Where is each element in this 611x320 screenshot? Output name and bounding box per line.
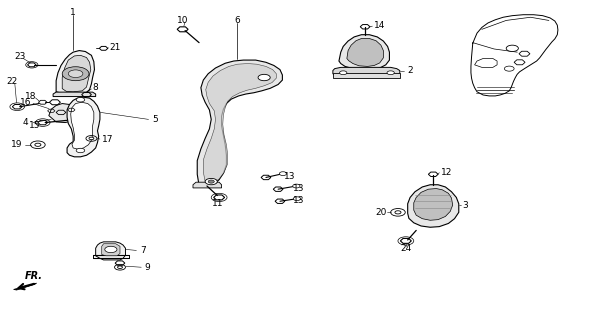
Polygon shape (49, 104, 79, 123)
Polygon shape (62, 55, 91, 92)
Polygon shape (96, 242, 125, 260)
Polygon shape (53, 92, 96, 97)
Circle shape (76, 148, 85, 153)
Text: 2: 2 (408, 66, 413, 75)
Text: 3: 3 (463, 201, 468, 210)
Text: 7: 7 (140, 246, 146, 255)
Circle shape (205, 178, 218, 185)
Circle shape (35, 143, 41, 146)
Text: 5: 5 (152, 115, 158, 124)
Text: 13: 13 (293, 184, 305, 193)
Text: 9: 9 (144, 263, 150, 272)
Circle shape (117, 266, 122, 268)
Text: 11: 11 (212, 199, 224, 208)
Polygon shape (408, 185, 459, 227)
Polygon shape (71, 102, 94, 149)
Text: 10: 10 (177, 16, 188, 25)
Text: 17: 17 (102, 135, 113, 144)
Text: 24: 24 (400, 244, 411, 253)
Text: 4: 4 (23, 118, 29, 127)
Text: FR.: FR. (25, 271, 43, 281)
Polygon shape (414, 188, 453, 220)
Text: 6: 6 (235, 16, 240, 25)
Polygon shape (347, 38, 383, 67)
Circle shape (387, 71, 394, 75)
Text: 8: 8 (93, 83, 98, 92)
Text: 18: 18 (25, 92, 36, 101)
Circle shape (505, 66, 514, 71)
Text: 15: 15 (29, 121, 40, 130)
Circle shape (395, 211, 401, 214)
Circle shape (76, 98, 85, 102)
Text: 12: 12 (441, 168, 452, 177)
Text: 13: 13 (284, 172, 296, 181)
Circle shape (279, 172, 287, 176)
Polygon shape (13, 283, 37, 290)
Circle shape (62, 67, 89, 81)
Circle shape (208, 180, 214, 183)
Polygon shape (197, 60, 282, 187)
Polygon shape (203, 64, 276, 183)
Text: 14: 14 (373, 21, 385, 30)
Circle shape (105, 246, 117, 252)
Circle shape (293, 197, 301, 201)
Text: 22: 22 (7, 77, 18, 86)
Polygon shape (56, 51, 95, 95)
Circle shape (506, 45, 518, 52)
Text: 19: 19 (12, 140, 23, 149)
Circle shape (68, 70, 83, 77)
Text: 20: 20 (376, 208, 387, 217)
Text: 23: 23 (14, 52, 25, 61)
Polygon shape (333, 68, 400, 77)
Circle shape (89, 137, 94, 140)
Circle shape (258, 74, 270, 81)
Polygon shape (67, 97, 100, 157)
Polygon shape (193, 182, 222, 188)
Circle shape (293, 184, 300, 188)
Polygon shape (339, 35, 389, 69)
Text: 13: 13 (293, 196, 305, 205)
Text: 1: 1 (70, 8, 76, 17)
Text: 16: 16 (20, 98, 32, 107)
Polygon shape (102, 244, 120, 256)
Polygon shape (475, 59, 497, 68)
Polygon shape (333, 73, 400, 77)
Text: 21: 21 (109, 43, 120, 52)
Circle shape (340, 71, 347, 75)
